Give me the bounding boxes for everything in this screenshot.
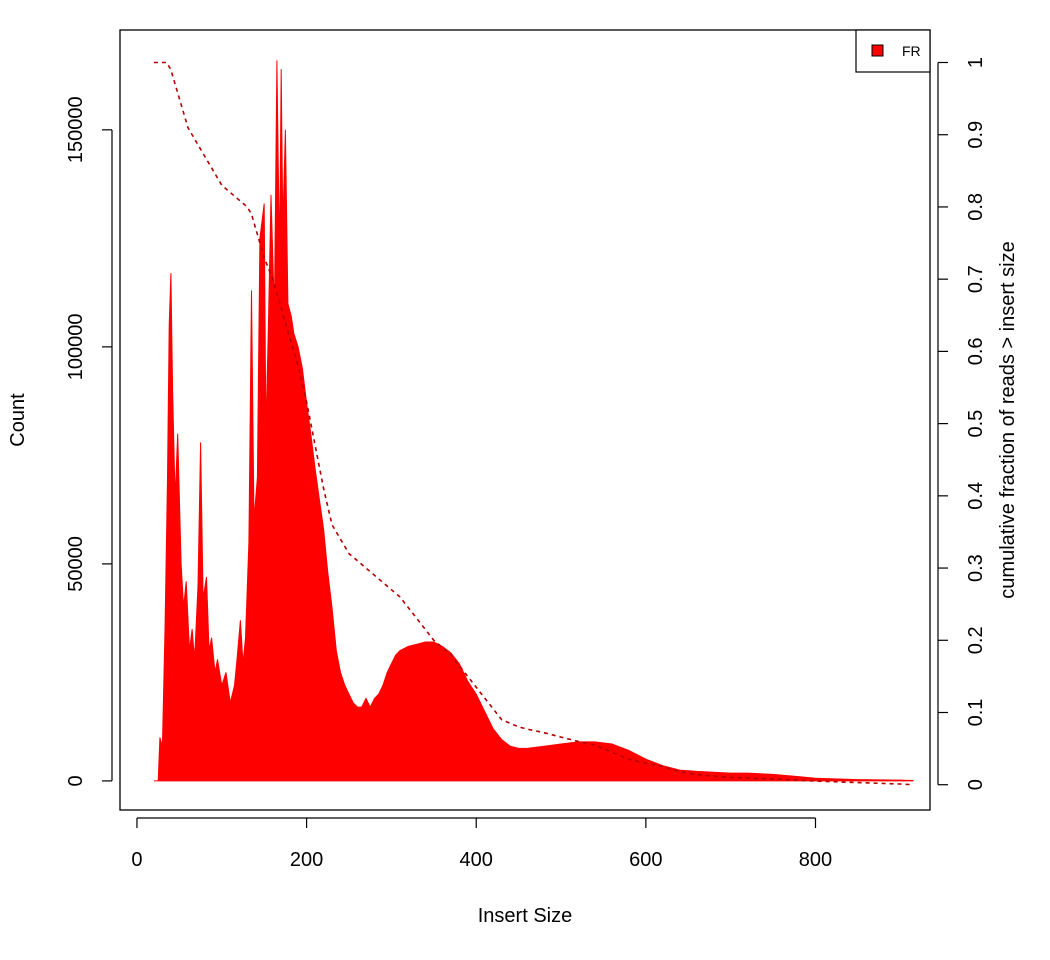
x-tick-label: 800 bbox=[799, 849, 832, 871]
cumulative-line-layer bbox=[153, 61, 914, 786]
y-axis-left: 0 50000 100000 150000 bbox=[65, 96, 113, 786]
y2-tick-label: 0.5 bbox=[965, 410, 987, 438]
y-tick-label: 100000 bbox=[65, 314, 87, 381]
legend-swatch bbox=[871, 44, 884, 57]
histogram-area-layer bbox=[153, 60, 914, 782]
y-axis-right: 0 0.1 0.2 0.3 0.4 0.5 0.6 0.7 0.8 0.9 1 bbox=[937, 57, 987, 790]
y2-axis-title: cumulative fraction of reads > insert si… bbox=[997, 241, 1019, 598]
y2-tick-label: 0.6 bbox=[965, 337, 987, 365]
y-tick-label: 50000 bbox=[65, 536, 87, 592]
legend-box bbox=[855, 29, 931, 73]
y2-tick-label: 0.7 bbox=[965, 265, 987, 293]
x-tick-label: 600 bbox=[629, 849, 662, 871]
y-tick-label: 150000 bbox=[65, 96, 87, 163]
x-tick-label: 200 bbox=[290, 849, 323, 871]
series-fr-histogram bbox=[153, 60, 914, 782]
series-fr-cumulative-line bbox=[153, 61, 914, 786]
y2-tick-label: 0.3 bbox=[965, 554, 987, 582]
x-axis-title: Insert Size bbox=[478, 905, 572, 927]
y2-tick-label: 0.4 bbox=[965, 482, 987, 510]
y-axis-title: Count bbox=[7, 393, 29, 447]
y2-tick-label: 0.8 bbox=[965, 193, 987, 221]
x-tick-label: 0 bbox=[131, 849, 142, 871]
legend: FR bbox=[855, 29, 931, 73]
y2-tick-label: 0 bbox=[965, 779, 987, 790]
y2-tick-label: 0.9 bbox=[965, 121, 987, 149]
x-axis: 0 200 400 600 800 bbox=[131, 817, 832, 871]
y-tick-label: 0 bbox=[65, 775, 87, 786]
x-tick-label: 400 bbox=[460, 849, 493, 871]
legend-label: FR bbox=[902, 43, 921, 59]
plot-frame bbox=[119, 29, 931, 811]
y2-tick-label: 0.2 bbox=[965, 626, 987, 654]
y2-tick-label: 1 bbox=[965, 57, 987, 68]
y2-tick-label: 0.1 bbox=[965, 699, 987, 727]
